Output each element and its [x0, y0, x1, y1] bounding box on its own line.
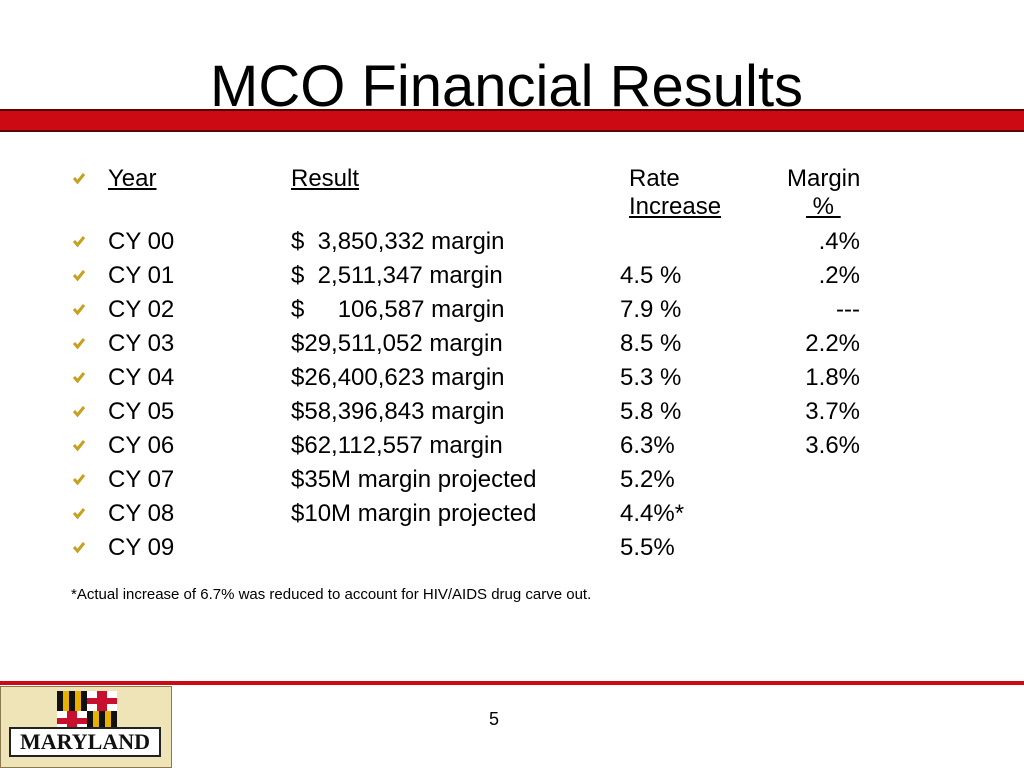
page-title: MCO Financial Results [210, 54, 804, 119]
header-percent: % [806, 193, 841, 220]
checkmark-icon [72, 173, 86, 185]
checkmark-icon [72, 338, 86, 350]
row-year: CY 07 [108, 466, 175, 493]
checkmark-icon [72, 304, 86, 316]
header-margin: Margin [787, 165, 861, 192]
row-rate: 4.5 % [620, 262, 682, 289]
row-result: $ 3,850,332 margin [291, 228, 505, 255]
maryland-logo: MARYLAND [0, 686, 172, 768]
row-rate: 5.3 % [620, 364, 682, 391]
row-year: CY 06 [108, 432, 175, 459]
table-row: CY 05 $58,396,843 margin 5.8 % 3.7% [0, 397, 1024, 427]
row-year: CY 04 [108, 364, 175, 391]
row-margin: --- [836, 296, 860, 323]
row-rate: 7.9 % [620, 296, 682, 323]
row-year: CY 03 [108, 330, 175, 357]
row-result: $29,511,052 margin [291, 330, 503, 357]
row-result: $35M margin projected [291, 466, 537, 493]
table-row: CY 09 5.5% [0, 533, 1024, 563]
row-rate: 8.5 % [620, 330, 682, 357]
table-row: CY 01 $ 2,511,347 margin 4.5 % .2% [0, 261, 1024, 291]
row-rate: 5.2% [620, 466, 675, 493]
checkmark-icon [72, 236, 86, 248]
row-year: CY 08 [108, 500, 175, 527]
table-header-row: Year Result Rate Margin [0, 164, 1024, 194]
row-year: CY 02 [108, 296, 175, 323]
row-rate: 6.3% [620, 432, 675, 459]
footer-divider [0, 681, 1024, 685]
row-result: $ 2,511,347 margin [291, 262, 503, 289]
row-rate: 5.8 % [620, 398, 682, 425]
row-margin: 1.8% [805, 364, 860, 391]
checkmark-icon [72, 440, 86, 452]
row-margin: .4% [818, 228, 860, 255]
header-rate: Rate [629, 165, 680, 192]
header-result: Result [291, 165, 360, 192]
row-year: CY 09 [108, 534, 175, 561]
row-margin: 3.7% [805, 398, 860, 425]
checkmark-icon [72, 372, 86, 384]
row-result: $58,396,843 margin [291, 398, 505, 425]
row-result: $26,400,623 margin [291, 364, 505, 391]
row-year: CY 05 [108, 398, 175, 425]
row-result: $10M margin projected [291, 500, 537, 527]
row-year: CY 01 [108, 262, 175, 289]
checkmark-icon [72, 406, 86, 418]
row-rate: 5.5% [620, 534, 675, 561]
row-margin: .2% [818, 262, 860, 289]
row-margin: 2.2% [805, 330, 860, 357]
logo-wordmark: MARYLAND [9, 727, 161, 757]
checkmark-icon [72, 542, 86, 554]
header-year: Year [108, 165, 157, 192]
table-header-row-2: Increase % [0, 192, 1024, 222]
row-margin: 3.6% [805, 432, 860, 459]
table-row: CY 08 $10M margin projected 4.4%* [0, 499, 1024, 529]
page-number: 5 [489, 709, 500, 729]
header-increase: Increase [629, 193, 722, 220]
row-year: CY 00 [108, 228, 175, 255]
table-row: CY 02 $ 106,587 margin 7.9 % --- [0, 295, 1024, 325]
table-row: CY 06 $62,112,557 margin 6.3% 3.6% [0, 431, 1024, 461]
maryland-flag-icon [57, 691, 117, 731]
table-row: CY 00 $ 3,850,332 margin .4% [0, 227, 1024, 257]
row-result: $62,112,557 margin [291, 432, 503, 459]
title-underline-bar [0, 109, 1024, 132]
checkmark-icon [72, 508, 86, 520]
row-rate: 4.4%* [620, 500, 685, 527]
checkmark-icon [72, 474, 86, 486]
table-row: CY 04 $26,400,623 margin 5.3 % 1.8% [0, 363, 1024, 393]
row-result: $ 106,587 margin [291, 296, 505, 323]
footnote: *Actual increase of 6.7% was reduced to … [71, 586, 592, 603]
table-row: CY 07 $35M margin projected 5.2% [0, 465, 1024, 495]
checkmark-icon [72, 270, 86, 282]
table-row: CY 03 $29,511,052 margin 8.5 % 2.2% [0, 329, 1024, 359]
